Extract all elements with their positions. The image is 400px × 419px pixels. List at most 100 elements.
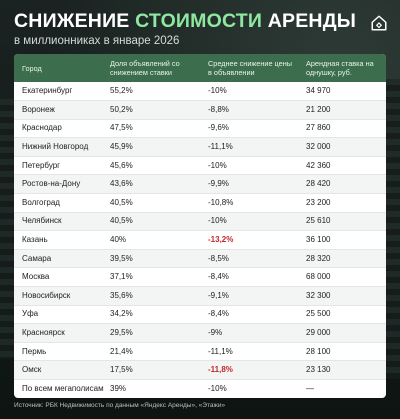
cell-city: Екатеринбург — [22, 86, 73, 96]
cell-city: Москва — [14, 267, 102, 287]
cell-share: 40,5% — [102, 211, 200, 231]
table-row: Омск 17,5% -11,8% 23 130 — [14, 360, 386, 380]
cell-drop: -8,4% — [200, 267, 298, 287]
cell-share: 39,5% — [102, 248, 200, 268]
cell-city: Воронеж — [14, 100, 102, 120]
cell-drop: -9,1% — [200, 286, 298, 306]
cell-city: Петербург — [14, 155, 102, 175]
source-note: Источник: РБК Недвижимость по данным «Ян… — [14, 402, 226, 409]
table-row: Волгоград 40,5% -10,8% 23 200 — [14, 193, 386, 213]
cell-drop: -11,1% — [200, 137, 298, 157]
cell-rent: 23 130 — [298, 360, 386, 380]
cell-rent: 36 100 — [298, 230, 386, 250]
cell-drop: -8,8% — [200, 100, 298, 120]
cell-rent: 32 000 — [298, 137, 386, 157]
cell-city: Нижний Новгород — [14, 137, 102, 157]
cell-rent: 28 320 — [298, 248, 386, 268]
cell-share: 43,6% — [102, 174, 200, 194]
page-title: СНИЖЕНИЕ СТОИМОСТИ АРЕНДЫ — [14, 10, 360, 32]
cell-share: 29,5% — [102, 323, 200, 343]
table-header: Город Доля объявлений со снижением ставк… — [14, 54, 386, 82]
cell-share: 45,6% — [102, 155, 200, 175]
table-row: Петербург 45,6% -10% 42 360 — [14, 155, 386, 175]
cell-rent: 23 200 — [298, 193, 386, 213]
cell-rent: 42 360 — [298, 155, 386, 175]
cell-drop: -10% — [200, 379, 298, 399]
cell-share: 47,5% — [102, 118, 200, 138]
cell-city: Новосибирск — [14, 286, 102, 306]
cell-city: Волгоград — [14, 193, 102, 213]
cell-drop: -9,6% — [200, 118, 298, 138]
cell-drop: -8,4% — [200, 304, 298, 324]
cell-share: 40,5% — [102, 193, 200, 213]
cell-rent: — — [298, 379, 386, 399]
title-word-1: СНИЖЕНИЕ — [14, 10, 130, 32]
table-header-row: Город Доля объявлений со снижением ставк… — [14, 54, 386, 82]
table-row: Самара 39,5% -8,5% 28 320 — [14, 248, 386, 268]
cell-share: 39% — [102, 379, 200, 399]
cell-rent: 28 100 — [298, 341, 386, 361]
cell-drop: -10% — [200, 211, 298, 231]
cell-city: Челябинск — [14, 211, 102, 231]
col-header-share: Доля объявлений со снижением ставки — [102, 54, 200, 82]
cell-city: Омск — [14, 360, 102, 380]
col-header-rent: Арендная ставка на однушку, руб. — [298, 54, 386, 82]
cell-drop: -13,2% — [200, 230, 298, 250]
cell-city: Ростов-на-Дону — [14, 174, 102, 194]
cell-share: 45,9% — [102, 137, 200, 157]
table-row: Нижний Новгород 45,9% -11,1% 32 000 — [14, 137, 386, 157]
cell-rent: 21 200 — [298, 100, 386, 120]
cell-rent: 25 610 — [298, 211, 386, 231]
cell-rent: 25 500 — [298, 304, 386, 324]
title-word-3: АРЕНДЫ — [267, 10, 357, 32]
cell-city: Самара — [14, 248, 102, 268]
cell-share: 21,4% — [102, 341, 200, 361]
header: СНИЖЕНИЕ СТОИМОСТИ АРЕНДЫ в миллионниках… — [14, 10, 360, 48]
cell-share: 50,2% — [102, 100, 200, 120]
table-row: Краснодар 47,5% -9,6% 27 860 — [14, 118, 386, 138]
rent-table: Город Доля объявлений со снижением ставк… — [14, 54, 386, 399]
cell-city: Пермь — [14, 341, 102, 361]
table-row: Челябинск 40,5% -10% 25 610 — [14, 211, 386, 231]
cell-drop: -8,5% — [200, 248, 298, 268]
table-row: Красноярск 29,5% -9% 29 000 — [14, 323, 386, 343]
title-word-2: СТОИМОСТИ — [135, 10, 263, 32]
cell-rent: 68 000 — [298, 267, 386, 287]
cell-rent: 27 860 — [298, 118, 386, 138]
table-row: Казань 40% -13,2% 36 100 — [14, 230, 386, 250]
house-icon — [371, 15, 387, 31]
cell-city: По всем мегаполисам — [14, 379, 104, 399]
cell-city: Казань — [14, 230, 102, 250]
cell-drop: -9,9% — [200, 174, 298, 194]
cell-city: Красноярск — [14, 323, 102, 343]
col-header-drop: Среднее снижение цены в объявлении — [200, 54, 298, 82]
cell-share: 35,6% — [102, 286, 200, 306]
table-row: Екатеринбург 55,2% -10% 34 970 — [14, 82, 386, 101]
cell-share: 17,5% — [102, 360, 200, 380]
table-body: Екатеринбург 55,2% -10% 34 970 Воронеж 50,2% -… — [14, 82, 386, 399]
col-header-city: Город — [14, 54, 102, 82]
cell-rent: 32 300 — [298, 286, 386, 306]
cell-rent: 29 000 — [298, 323, 386, 343]
cell-share: 40% — [102, 230, 200, 250]
table-row: Ростов-на-Дону 43,6% -9,9% 28 420 — [14, 174, 386, 194]
rent-table-container: Город Доля объявлений со снижением ставк… — [14, 54, 386, 399]
cell-drop: -11,1% — [200, 341, 298, 361]
table-row: Новосибирск 35,6% -9,1% 32 300 — [14, 286, 386, 306]
table-row: Пермь 21,4% -11,1% 28 100 — [14, 341, 386, 361]
table-row: Москва 37,1% -8,4% 68 000 — [14, 267, 386, 287]
cell-drop: -10% — [200, 155, 298, 175]
cell-share: 34,2% — [102, 304, 200, 324]
cell-rent: 34 970 — [306, 86, 331, 96]
table-row: Уфа 34,2% -8,4% 25 500 — [14, 304, 386, 324]
cell-drop: -9% — [200, 323, 298, 343]
cell-drop: -10% — [208, 86, 227, 96]
cell-share: 55,2% — [110, 86, 133, 96]
cell-rent: 28 420 — [298, 174, 386, 194]
cell-city: Краснодар — [14, 118, 102, 138]
cell-share: 37,1% — [102, 267, 200, 287]
page-subtitle: в миллионниках в январе 2026 — [14, 35, 180, 47]
table-row: Воронеж 50,2% -8,8% 21 200 — [14, 100, 386, 120]
cell-drop: -11,8% — [200, 360, 298, 380]
table-row: По всем мегаполисам 39% -10% — — [14, 379, 386, 399]
